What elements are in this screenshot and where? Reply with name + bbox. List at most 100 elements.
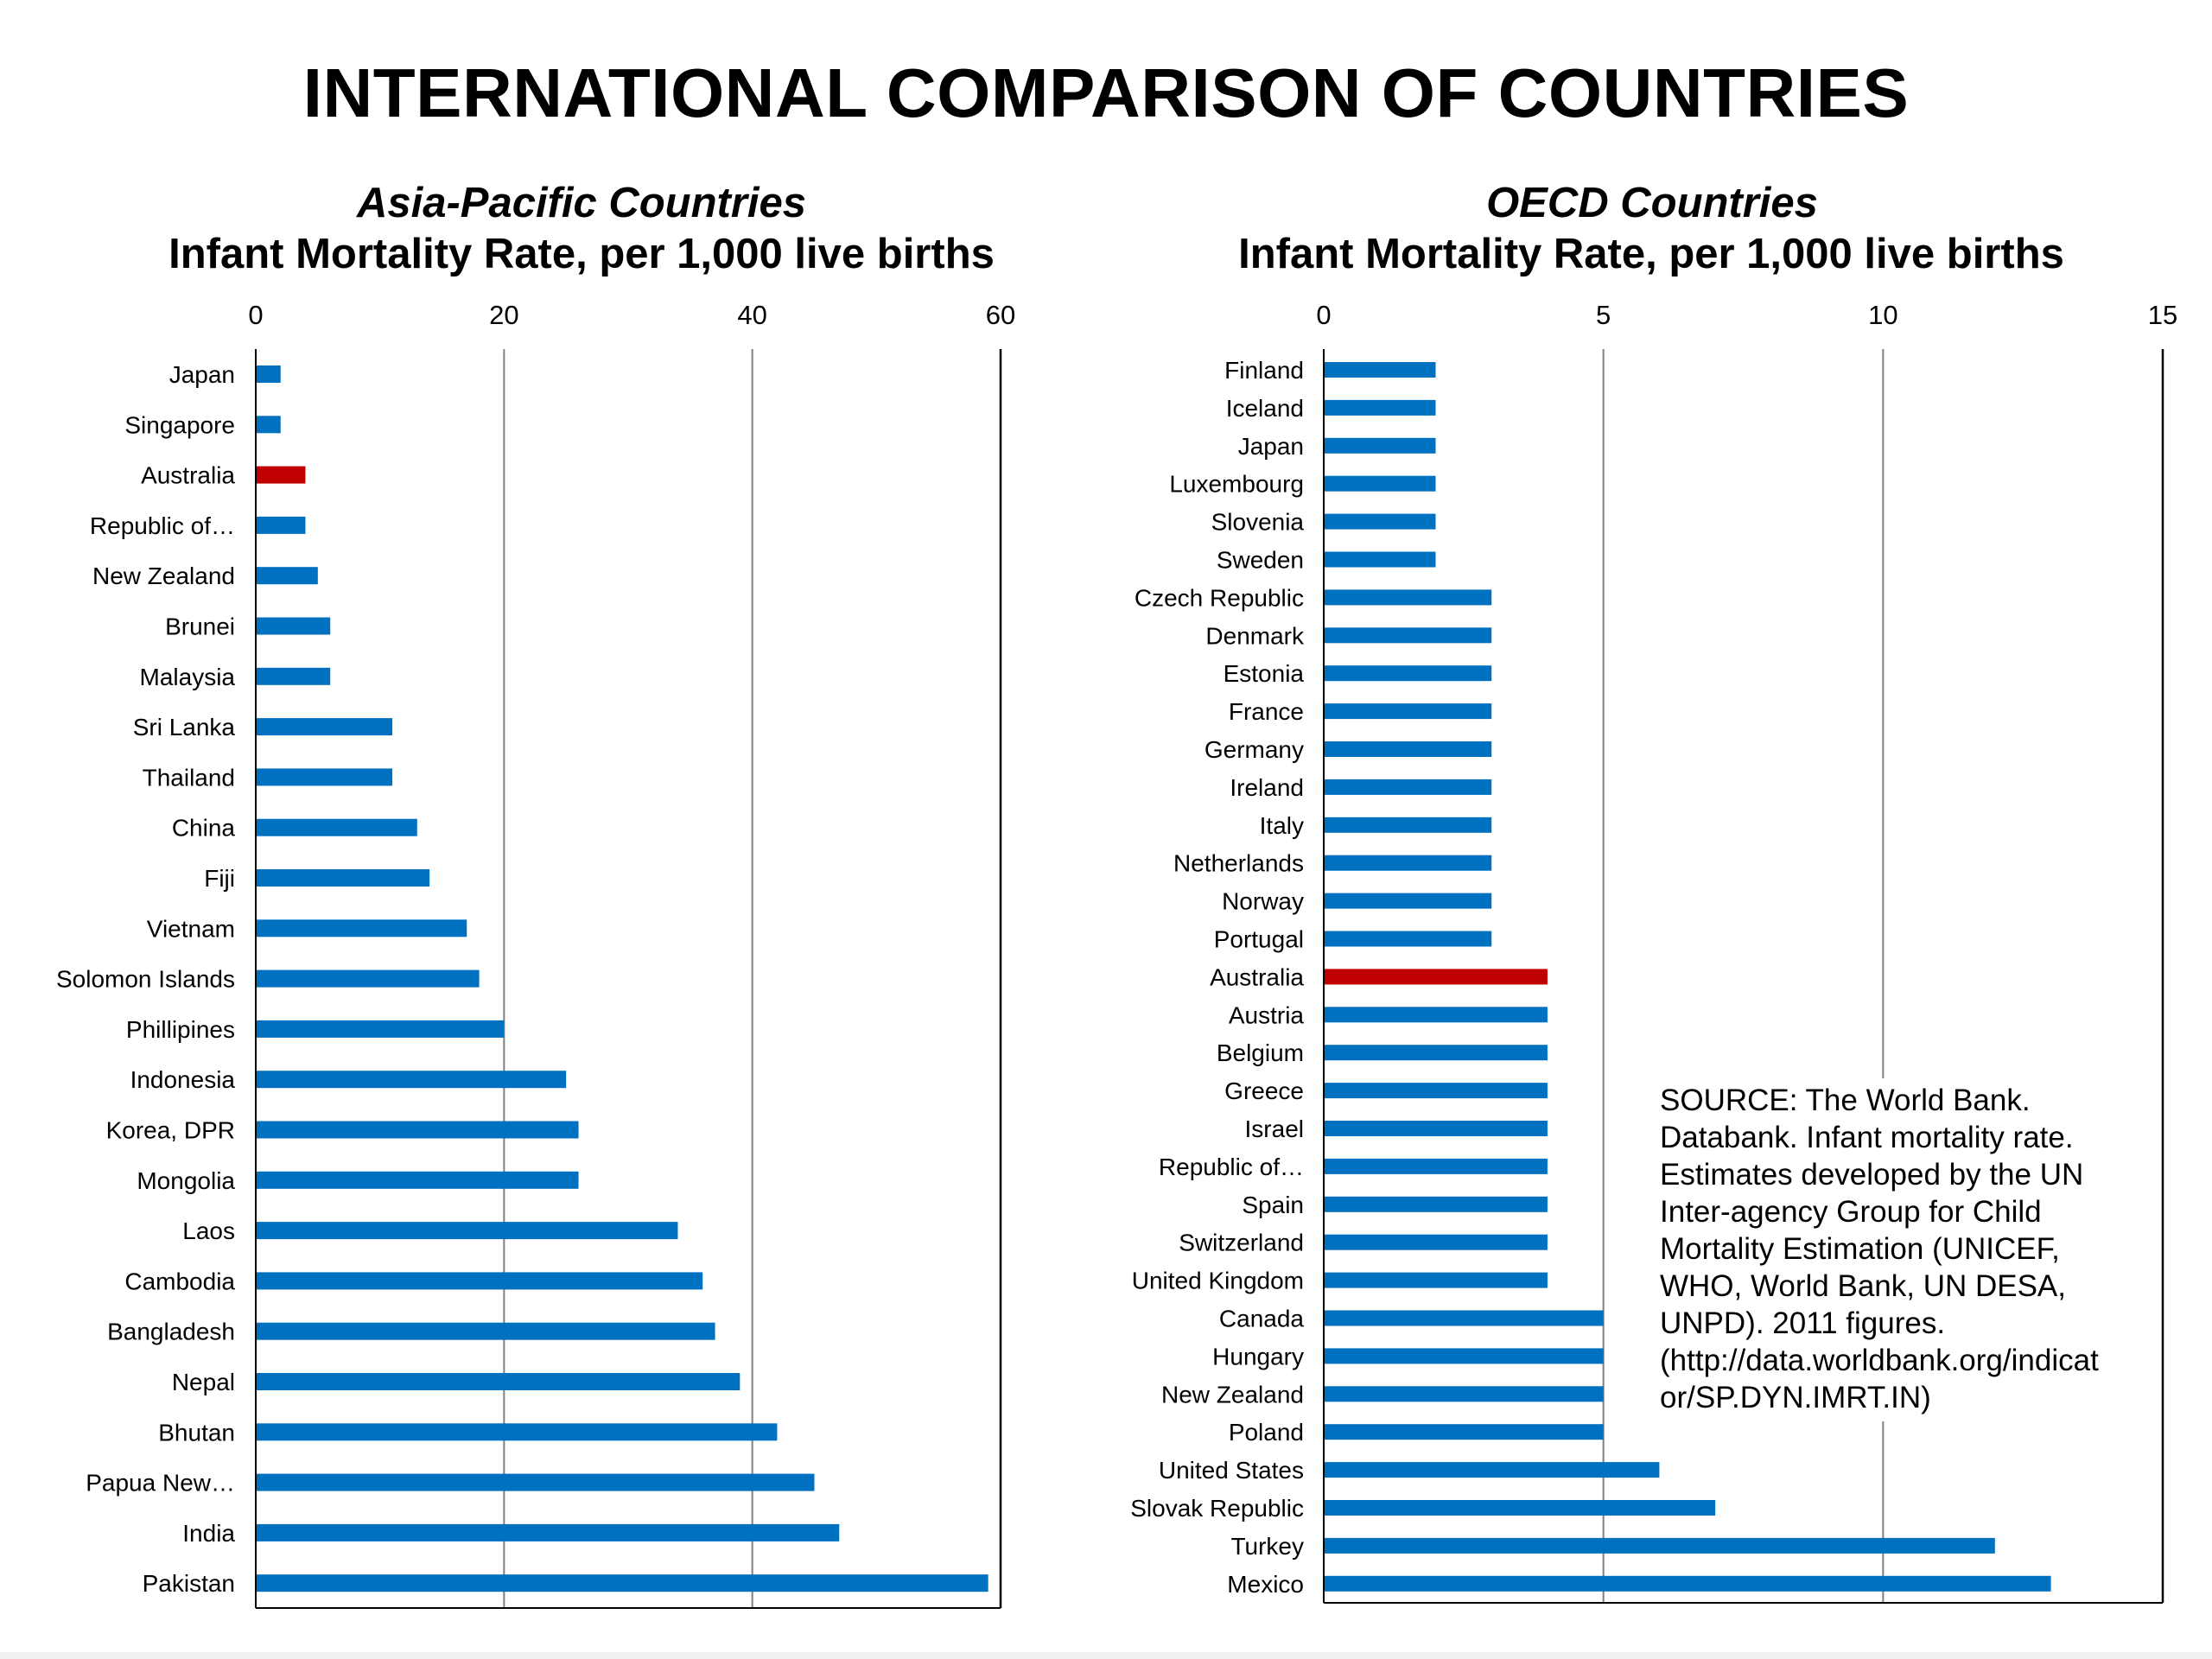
oecd-bar — [1325, 1234, 1548, 1250]
oecd-category-label: Portugal — [1214, 926, 1304, 953]
oecd-bar — [1325, 1575, 2051, 1592]
asia-category-label: Malaysia — [140, 664, 236, 690]
asia-category-label: India — [182, 1520, 235, 1547]
asia-bar — [257, 416, 281, 434]
oecd-tick-label: 15 — [2148, 300, 2177, 330]
oecd-chart-title: OECD Countries — [1486, 180, 1818, 226]
oecd-category-label: United States — [1159, 1457, 1304, 1484]
oecd-category-label: Hungary — [1212, 1343, 1304, 1370]
asia-category-label: Vietnam — [147, 915, 235, 942]
oecd-category-label: Estonia — [1224, 660, 1305, 687]
oecd-bar — [1325, 1007, 1548, 1023]
asia-tick-label: 40 — [737, 300, 766, 330]
asia-category-label: Bangladesh — [107, 1319, 235, 1345]
oecd-category-label: France — [1229, 698, 1304, 725]
oecd-bar — [1325, 665, 1492, 682]
asia-category-label: Papua New… — [86, 1470, 235, 1497]
asia-bar — [257, 1473, 815, 1491]
asia-bar — [257, 1222, 678, 1240]
oecd-category-label: Iceland — [1226, 395, 1304, 422]
oecd-category-label: Mexico — [1227, 1571, 1304, 1598]
oecd-category-label: Switzerland — [1179, 1230, 1304, 1256]
asia-category-label: Republic of… — [90, 512, 235, 539]
asia-category-label: China — [172, 815, 236, 842]
oecd-category-label: Australia — [1210, 963, 1304, 990]
oecd-category-label: Belgium — [1217, 1039, 1304, 1066]
oecd-bar — [1325, 1537, 1995, 1554]
asia-category-label: Cambodia — [124, 1268, 235, 1294]
oecd-bar — [1325, 817, 1492, 833]
asia-category-label: New Zealand — [92, 563, 235, 589]
oecd-bar — [1325, 1348, 1604, 1364]
asia-category-label: Laos — [182, 1217, 235, 1244]
oecd-category-label: Turkey — [1230, 1533, 1304, 1560]
asia-bar — [257, 869, 430, 887]
oecd-bar — [1325, 589, 1492, 606]
oecd-bar — [1325, 1424, 1604, 1440]
oecd-category-label: Ireland — [1230, 774, 1304, 801]
oecd-category-label: Slovak Republic — [1130, 1495, 1304, 1522]
oecd-bar — [1325, 931, 1492, 947]
oecd-tick-label: 10 — [1868, 300, 1897, 330]
asia-bar — [257, 718, 393, 736]
oecd-bar — [1325, 893, 1492, 909]
oecd-bar — [1325, 969, 1548, 985]
asia-category-label: Mongolia — [137, 1167, 235, 1194]
asia-category-label: Indonesia — [130, 1066, 236, 1093]
oecd-bar — [1325, 779, 1492, 795]
asia-bar — [257, 1423, 778, 1441]
asia-bar — [257, 919, 467, 938]
asia-bar — [257, 1523, 840, 1541]
asia-category-label: Pakistan — [143, 1570, 235, 1597]
oecd-category-label: Germany — [1205, 736, 1304, 763]
asia-tick-label: 0 — [248, 300, 263, 330]
asia-bar — [257, 768, 393, 786]
oecd-category-label: Austria — [1229, 1001, 1305, 1028]
oecd-bar — [1325, 362, 1436, 378]
asia-category-label: Brunei — [165, 613, 235, 640]
asia-bar — [257, 516, 306, 534]
oecd-bar — [1325, 1500, 1716, 1516]
asia-category-label: Australia — [141, 462, 235, 489]
oecd-category-label: Finland — [1224, 357, 1304, 384]
oecd-bar — [1325, 627, 1492, 644]
asia-category-label: Phillipines — [126, 1016, 235, 1043]
oecd-category-label: Israel — [1245, 1116, 1304, 1142]
asia-category-label: Sri Lanka — [133, 714, 236, 741]
oecd-category-label: Luxembourg — [1169, 471, 1304, 498]
asia-category-label: Fiji — [204, 865, 235, 892]
asia-category-label: Thailand — [143, 764, 235, 791]
oecd-bar — [1325, 1083, 1548, 1099]
oecd-bar — [1325, 475, 1436, 492]
source-note: SOURCE: The World Bank. Databank. Infant… — [1646, 1078, 2158, 1421]
oecd-tick-label: 5 — [1596, 300, 1611, 330]
asia-category-label: Bhutan — [158, 1419, 235, 1446]
asia-tick-label: 60 — [986, 300, 1015, 330]
main-title: INTERNATIONAL COMPARISON OF COUNTRIES — [302, 54, 1910, 131]
oecd-bar — [1325, 1196, 1548, 1212]
oecd-bar — [1325, 1158, 1548, 1174]
asia-category-label: Japan — [169, 361, 235, 388]
oecd-bar — [1325, 1462, 1660, 1478]
asia-bar — [257, 818, 417, 836]
asia-tick-label: 20 — [489, 300, 518, 330]
oecd-category-label: Netherlands — [1173, 850, 1304, 877]
oecd-bar — [1325, 855, 1492, 871]
asia-category-label: Solomon Islands — [56, 966, 235, 993]
asia-bar — [257, 969, 480, 988]
oecd-chart-subtitle: Infant Mortality Rate, per 1,000 live bi… — [1238, 231, 2064, 277]
oecd-bar — [1325, 513, 1436, 530]
oecd-category-label: Slovenia — [1211, 509, 1305, 536]
asia-bar — [257, 1272, 703, 1290]
oecd-bar — [1325, 551, 1436, 568]
oecd-bar — [1325, 741, 1492, 757]
oecd-bar — [1325, 1121, 1548, 1136]
oecd-bar — [1325, 1386, 1604, 1402]
oecd-bar — [1325, 1272, 1548, 1288]
asia-chart: 0 20 40 60 Japan Singapore Australia Republic o… — [56, 300, 1015, 1609]
asia-category-label: Singapore — [124, 411, 235, 438]
asia-bar — [257, 617, 331, 635]
asia-bar — [257, 365, 281, 383]
asia-bar — [257, 1373, 741, 1390]
